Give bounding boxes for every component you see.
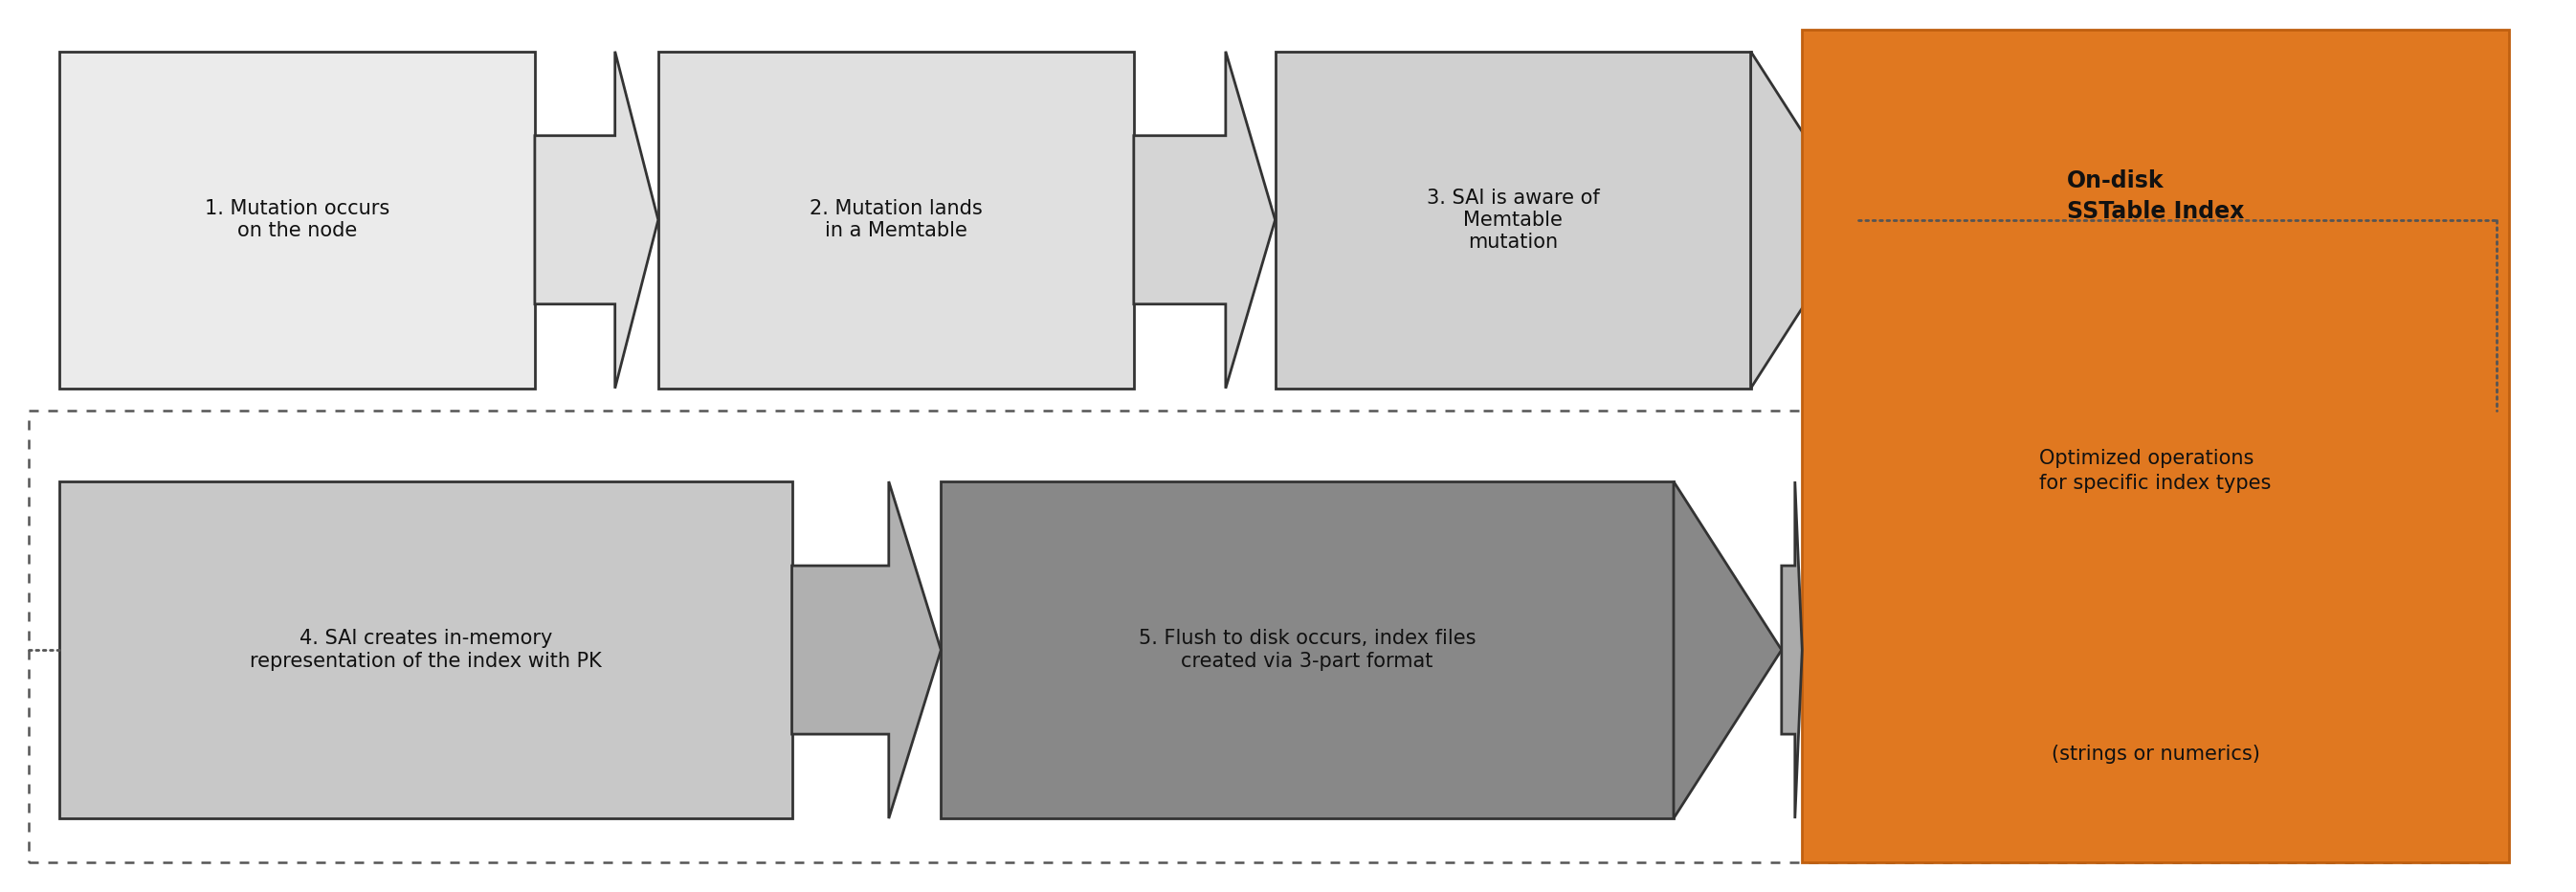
Polygon shape xyxy=(1752,52,1860,388)
Text: Optimized operations
for specific index types: Optimized operations for specific index … xyxy=(2040,449,2272,493)
Bar xyxy=(28,410,2496,863)
Text: 3. SAI is aware of
Memtable
mutation: 3. SAI is aware of Memtable mutation xyxy=(1427,188,1600,252)
Text: (strings or numerics): (strings or numerics) xyxy=(2050,745,2259,764)
Polygon shape xyxy=(791,482,940,818)
Polygon shape xyxy=(1783,482,1803,818)
Bar xyxy=(659,52,1133,388)
Bar xyxy=(1275,52,1752,388)
Text: 2. Mutation lands
in a Memtable: 2. Mutation lands in a Memtable xyxy=(809,199,981,241)
Bar xyxy=(59,52,536,388)
Text: 1. Mutation occurs
on the node: 1. Mutation occurs on the node xyxy=(204,199,389,241)
Text: 4. SAI creates in-memory
representation of the index with PK: 4. SAI creates in-memory representation … xyxy=(250,629,600,671)
Text: 5. Flush to disk occurs, index files
created via 3-part format: 5. Flush to disk occurs, index files cre… xyxy=(1139,629,1476,671)
Polygon shape xyxy=(1133,52,1275,388)
Bar xyxy=(1803,29,2509,863)
Text: On-disk
SSTable Index: On-disk SSTable Index xyxy=(2066,169,2244,223)
Polygon shape xyxy=(1674,482,1783,818)
Bar xyxy=(59,482,791,818)
Polygon shape xyxy=(536,52,659,388)
Bar xyxy=(940,482,1674,818)
